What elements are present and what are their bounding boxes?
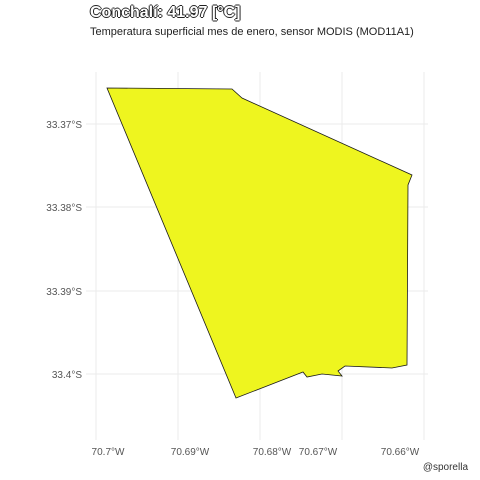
y-tick-label: 33.37°S [46,120,82,131]
x-tick-label: 70.67°W [299,447,338,458]
x-tick-label: 70.69°W [171,447,210,458]
x-tick-label: 70.7°W [92,447,125,458]
y-tick-label: 33.39°S [46,287,82,298]
commune-polygon [106,87,413,399]
map-caption: @sporella [422,462,468,473]
map-subtitle: Temperatura superficial mes de enero, se… [90,26,414,38]
y-tick-label: 33.38°S [46,203,82,214]
x-tick-label: 70.66°W [381,447,420,458]
map-title: Conchalí: 41.97 [°C] [90,4,241,21]
x-tick-label: 70.68°W [253,447,292,458]
y-tick-label: 33.4°S [52,370,82,381]
